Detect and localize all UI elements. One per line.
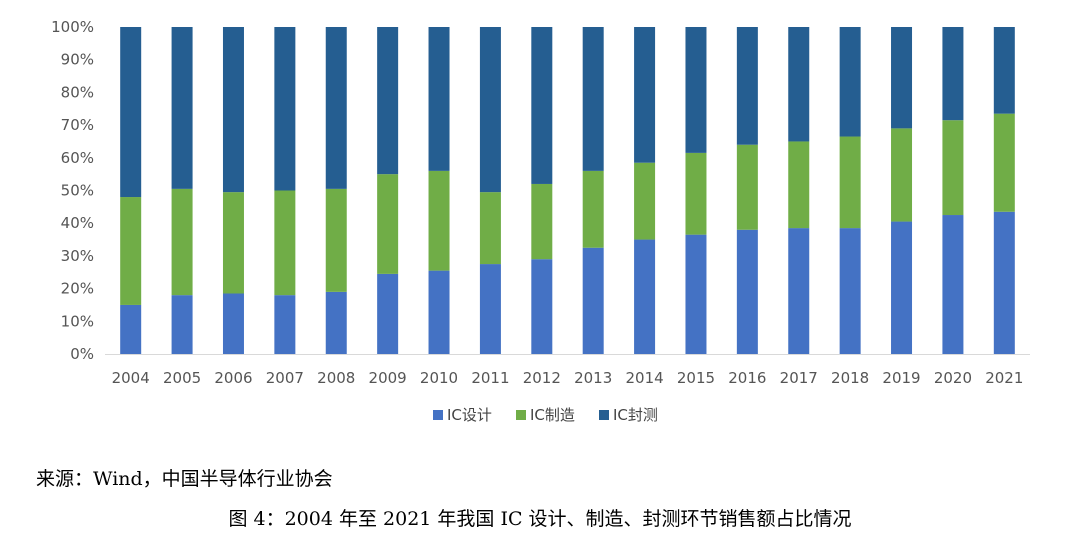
- x-tick-label: 2016: [728, 369, 766, 387]
- x-tick-label: 2012: [523, 369, 561, 387]
- bar-segment-IC制造-2004: [120, 197, 142, 305]
- bar-segment-IC封测-2020: [942, 27, 964, 121]
- bar-segment-IC封测-2005: [171, 27, 193, 189]
- bar-segment-IC设计-2018: [839, 228, 861, 354]
- y-tick-label: 80%: [61, 83, 94, 101]
- x-tick-label: 2017: [780, 369, 818, 387]
- y-tick-label: 60%: [61, 149, 94, 167]
- y-tick-label: 70%: [61, 116, 94, 134]
- x-tick-label: 2021: [985, 369, 1023, 387]
- x-tick-label: 2010: [420, 369, 458, 387]
- x-tick-label: 2015: [677, 369, 715, 387]
- bar-segment-IC制造-2010: [428, 170, 450, 271]
- bar-segment-IC封测-2011: [479, 27, 501, 193]
- bar-segment-IC制造-2014: [634, 162, 656, 240]
- bar-segment-IC制造-2007: [274, 190, 296, 296]
- bar-segment-IC设计-2019: [891, 221, 913, 354]
- x-axis: 2004 2005 2006 2007 2008 2009 2010 2011 2012 2013…: [112, 369, 1024, 387]
- x-tick-label: 2019: [882, 369, 920, 387]
- x-tick-label: 2005: [163, 369, 201, 387]
- x-tick-label: 2007: [266, 369, 304, 387]
- bars-area: [120, 27, 1015, 354]
- y-tick-label: 0%: [70, 345, 94, 363]
- bar-segment-IC设计-2012: [531, 259, 553, 354]
- bar-segment-IC封测-2012: [531, 27, 553, 184]
- bar-segment-IC封测-2006: [222, 27, 244, 193]
- legend-swatch: [433, 410, 443, 420]
- x-tick-label: 2020: [934, 369, 972, 387]
- legend: IC设计 IC制造 IC封测: [433, 406, 658, 424]
- bar-segment-IC设计-2020: [942, 215, 964, 354]
- bar-segment-IC制造-2018: [839, 136, 861, 229]
- y-axis: 0% 10% 20% 30% 40% 50% 60% 70% 80% 90% 100%: [51, 18, 94, 363]
- bar-segment-IC设计-2005: [171, 295, 193, 354]
- bar-segment-IC封测-2019: [891, 27, 913, 129]
- bar-segment-IC制造-2021: [993, 113, 1015, 212]
- y-tick-label: 50%: [61, 182, 94, 200]
- bar-segment-IC制造-2015: [685, 152, 707, 235]
- bar-segment-IC封测-2010: [428, 27, 450, 171]
- y-tick-label: 30%: [61, 247, 94, 265]
- x-tick-label: 2004: [112, 369, 150, 387]
- bar-segment-IC制造-2012: [531, 183, 553, 260]
- y-tick-label: 20%: [61, 280, 94, 298]
- x-tick-label: 2018: [831, 369, 869, 387]
- bar-segment-IC设计-2011: [479, 264, 501, 354]
- bar-segment-IC设计-2009: [377, 273, 399, 354]
- stacked-bar-chart: 0%10%20%30%40%50%60%70%80%90%100% 2004 20…: [51, 18, 1030, 424]
- bar-segment-IC设计-2021: [993, 211, 1015, 354]
- bar-segment-IC封测-2014: [634, 27, 656, 163]
- x-tick-label: 2014: [625, 369, 663, 387]
- y-tick-label: 40%: [61, 214, 94, 232]
- y-tick-label: 10%: [61, 312, 94, 330]
- bar-segment-IC设计-2016: [736, 229, 758, 354]
- y-tick-label: 90%: [61, 51, 94, 69]
- bar-segment-IC制造-2006: [222, 192, 244, 294]
- bar-segment-IC设计-2013: [582, 247, 604, 354]
- legend-label: IC制造: [530, 406, 575, 424]
- x-tick-label: 2011: [471, 369, 509, 387]
- bar-segment-IC制造-2020: [942, 120, 964, 216]
- bar-segment-IC封测-2015: [685, 27, 707, 153]
- bar-segment-IC封测-2004: [120, 27, 142, 198]
- bar-segment-IC封测-2008: [325, 27, 347, 189]
- bar-segment-IC制造-2005: [171, 188, 193, 296]
- bar-segment-IC封测-2007: [274, 27, 296, 191]
- figure-caption: 图 4：2004 年至 2021 年我国 IC 设计、制造、封测环节销售额占比情…: [228, 508, 852, 530]
- bar-segment-IC封测-2016: [736, 27, 758, 145]
- x-tick-label: 2008: [317, 369, 355, 387]
- bar-segment-IC制造-2019: [891, 128, 913, 222]
- bar-segment-IC设计-2017: [788, 228, 810, 354]
- bar-segment-IC封测-2018: [839, 27, 861, 137]
- bar-segment-IC制造-2013: [582, 170, 604, 248]
- bar-segment-IC设计-2006: [222, 293, 244, 354]
- bar-segment-IC设计-2015: [685, 234, 707, 354]
- source-note: 来源：Wind，中国半导体行业协会: [36, 468, 333, 490]
- bar-segment-IC制造-2008: [325, 188, 347, 292]
- x-tick-label: 2009: [369, 369, 407, 387]
- legend-swatch: [516, 410, 526, 420]
- bar-segment-IC制造-2009: [377, 174, 399, 274]
- y-tick-label: 100%: [51, 18, 94, 36]
- bar-segment-IC制造-2017: [788, 141, 810, 229]
- x-tick-label: 2006: [214, 369, 252, 387]
- bar-segment-IC设计-2004: [120, 304, 142, 354]
- bar-segment-IC制造-2011: [479, 192, 501, 265]
- bar-segment-IC设计-2010: [428, 270, 450, 354]
- bar-segment-IC封测-2017: [788, 27, 810, 142]
- bar-segment-IC封测-2021: [993, 27, 1015, 114]
- bar-segment-IC制造-2016: [736, 144, 758, 230]
- bar-segment-IC封测-2009: [377, 27, 399, 175]
- x-tick-label: 2013: [574, 369, 612, 387]
- legend-label: IC设计: [447, 406, 492, 424]
- legend-swatch: [599, 410, 609, 420]
- bar-segment-IC设计-2008: [325, 291, 347, 354]
- bar-segment-IC设计-2014: [634, 239, 656, 354]
- bar-segment-IC封测-2013: [582, 27, 604, 171]
- bar-segment-IC设计-2007: [274, 295, 296, 354]
- legend-label: IC封测: [613, 406, 658, 424]
